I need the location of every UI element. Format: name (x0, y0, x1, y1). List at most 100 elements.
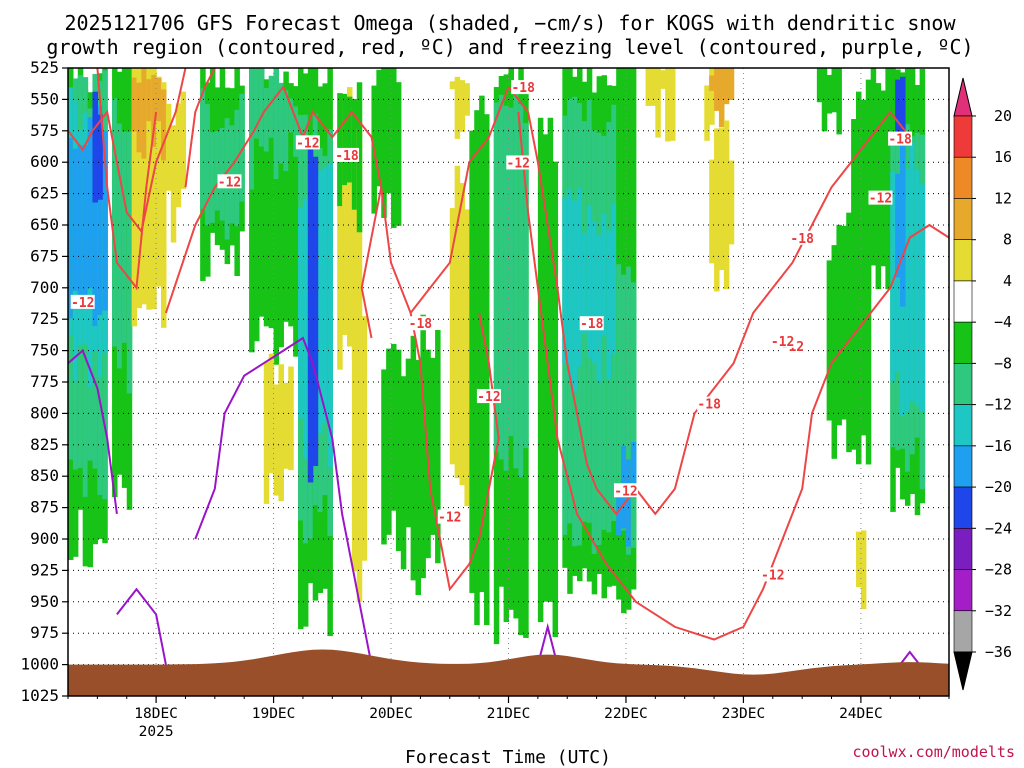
omega-cell (131, 68, 138, 327)
freezing-level-contour (194, 336, 373, 665)
y-tick-label: 750 (30, 341, 59, 360)
contour-label-bg (217, 174, 242, 189)
y-tick-label: 725 (30, 309, 59, 328)
omega-cell (542, 134, 549, 602)
omega-cell (880, 90, 886, 267)
omega-cell (914, 170, 921, 407)
y-tick-label: 850 (30, 466, 59, 485)
omega-cell (856, 250, 862, 465)
colorbar-label: −24 (985, 519, 1012, 537)
omega-cell (616, 264, 622, 532)
omega-cell (454, 76, 461, 139)
omega-cell (82, 145, 89, 303)
omega-cell (474, 110, 480, 626)
omega-cell (361, 316, 368, 561)
y-tick-label: 700 (30, 278, 59, 297)
colorbar-swatch (953, 321, 973, 364)
omega-cell (567, 189, 573, 380)
omega-cell (170, 125, 177, 243)
omega-cell (415, 359, 421, 596)
colorbar-swatch (953, 363, 973, 405)
omega-cell (865, 226, 872, 465)
contour-label-bg (770, 333, 795, 348)
omega-cell (239, 93, 245, 202)
omega-cell (146, 79, 152, 122)
omega-cell (410, 335, 417, 581)
omega-cell (77, 145, 84, 297)
omega-cell (356, 128, 363, 358)
colorbar-swatch (953, 404, 973, 447)
terrain-fill (68, 649, 949, 696)
colorbar-label: −28 (985, 561, 1012, 579)
omega-cell (816, 68, 823, 103)
colorbar-top-arrow (953, 77, 973, 117)
y-tick-label: 600 (30, 152, 59, 171)
colorbar-label: −20 (985, 478, 1012, 496)
omega-cell (312, 156, 319, 467)
contour-label-bg (476, 389, 501, 404)
omega-cell (405, 358, 412, 528)
omega-cell (356, 339, 363, 602)
omega-cell (253, 73, 260, 342)
omega-cell (278, 82, 284, 164)
x-tick-label: 24DEC (839, 706, 883, 722)
y-tick-label: 675 (30, 246, 59, 265)
omega-cell (611, 203, 617, 354)
omega-cell (900, 140, 906, 307)
omega-cell (625, 459, 632, 547)
omega-cell (513, 92, 519, 469)
colorbar-label: 4 (1003, 272, 1012, 290)
omega-cell (723, 120, 730, 290)
dgz-contour (507, 86, 906, 516)
omega-cell (709, 159, 715, 264)
omega-cell (342, 97, 348, 335)
omega-cell (92, 91, 98, 203)
omega-cell (288, 366, 294, 471)
omega-cell (263, 79, 270, 327)
omega-cell (156, 76, 162, 287)
omega-cell (283, 90, 289, 172)
contour-label: -18 (697, 398, 721, 413)
omega-cell (420, 314, 426, 579)
freezing-level-contour (67, 348, 118, 515)
chart-title-line1: 2025121706 GFS Forecast Omega (shaded, −… (64, 11, 956, 35)
omega-cell (704, 85, 710, 141)
freezing-level-contour (116, 587, 167, 665)
omega-cell (841, 225, 847, 420)
omega-cell (728, 160, 735, 245)
contour-label-bg (408, 316, 433, 331)
colorbar-label: 20 (994, 107, 1012, 125)
colorbar-label: 8 (1003, 231, 1012, 249)
contour-label-bg (70, 294, 95, 309)
omega-cell (621, 274, 627, 531)
omega-cell (160, 82, 167, 328)
omega-cell (498, 94, 505, 460)
omega-cell (459, 80, 466, 132)
contour-label: -12 (477, 390, 500, 405)
omega-cell (92, 126, 98, 327)
contour-label: -18 (511, 81, 535, 96)
omega-cell (479, 95, 485, 593)
omega-cell (831, 68, 838, 113)
omega-cell (523, 123, 529, 449)
plot-area: -12 -12 -12 -18 -18 -12 -12 -18 -12 -18 -12 -18 -12 -… (67, 67, 950, 697)
omega-cell (577, 187, 583, 367)
y-tick-label: 875 (30, 498, 59, 517)
omega-cell (391, 343, 397, 511)
contour-lines (67, 67, 950, 666)
omega-cell (376, 69, 382, 187)
contour-label-bg (437, 509, 462, 524)
dgz-contour (164, 86, 285, 314)
omega-cell (895, 173, 901, 278)
omega-cell (449, 81, 456, 90)
omega-shading (68, 68, 926, 645)
contour-label-bg (697, 396, 722, 411)
omega-cell (484, 114, 490, 626)
omega-cell (709, 75, 715, 91)
omega-cell (97, 105, 103, 315)
omega-cell (728, 68, 735, 101)
omega-cell (68, 137, 74, 319)
omega-cell (831, 245, 838, 459)
omega-cell (141, 68, 147, 305)
omega-cell (919, 184, 926, 412)
